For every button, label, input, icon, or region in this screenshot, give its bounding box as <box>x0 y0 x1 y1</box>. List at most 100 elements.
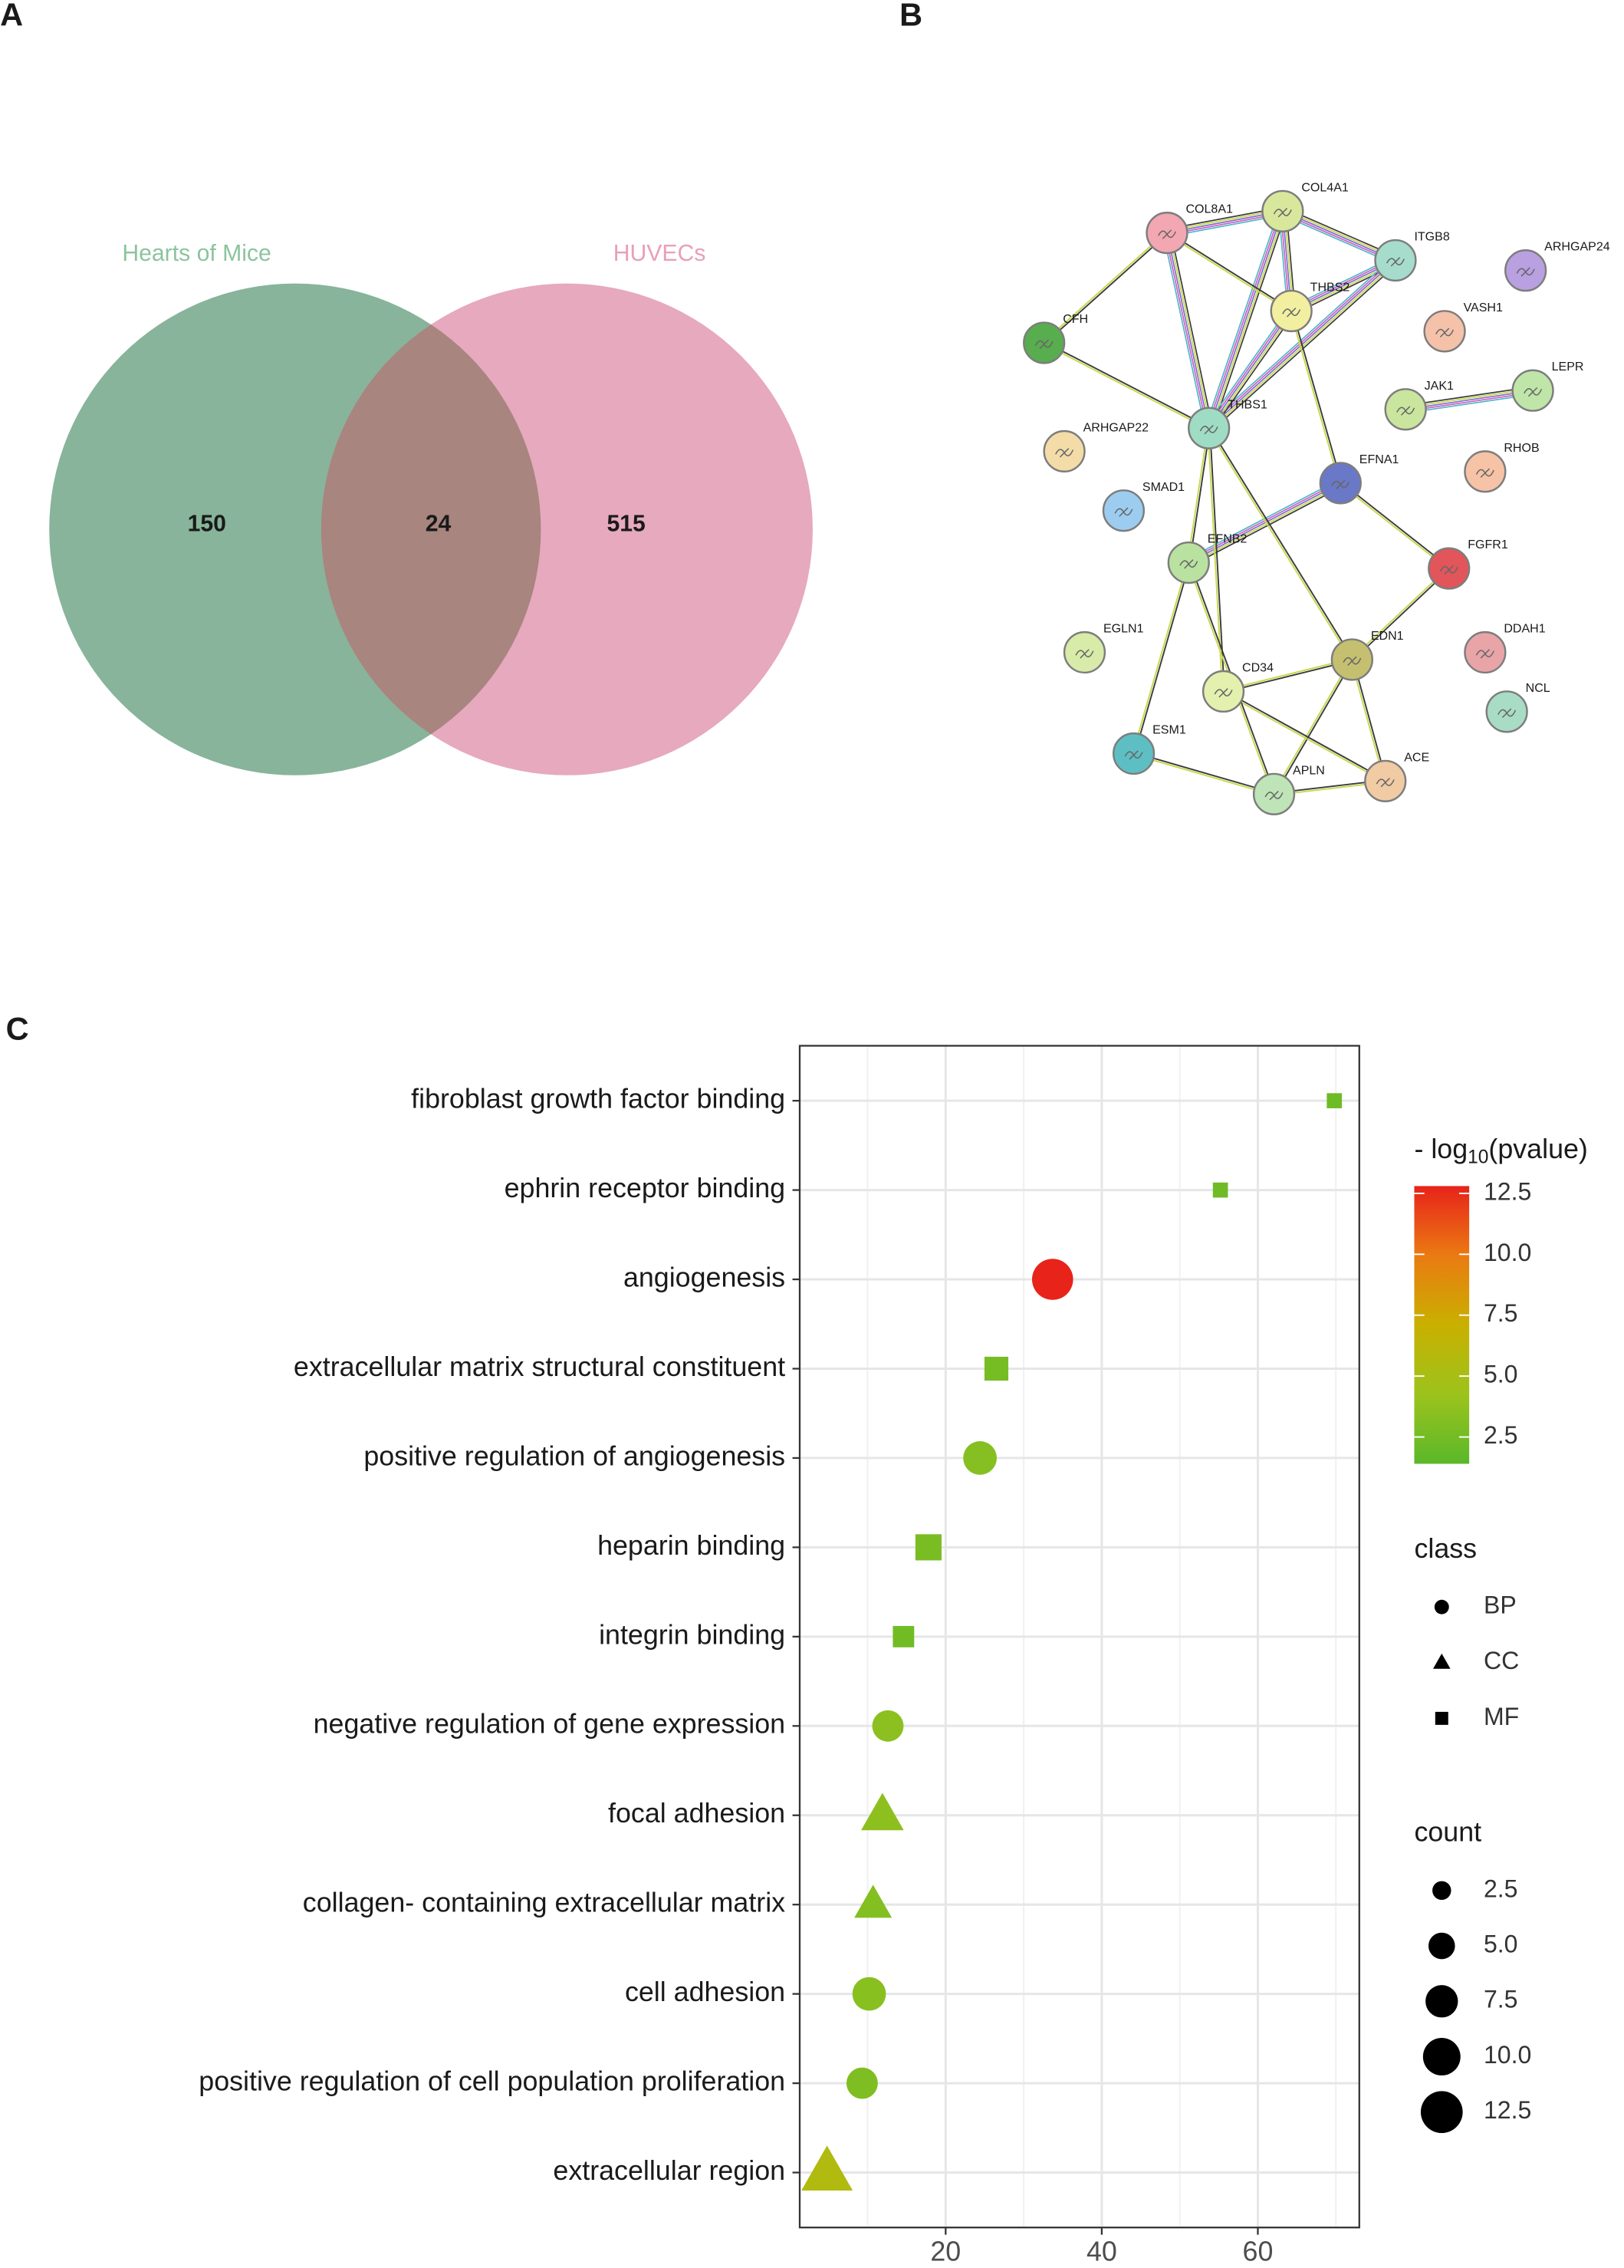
colorbar-label: 10.0 <box>1484 1239 1531 1266</box>
node-label: LEPR <box>1552 360 1584 374</box>
edge <box>1405 393 1534 414</box>
node-structure-icon <box>1179 559 1198 569</box>
node-label: EGLN1 <box>1103 622 1144 636</box>
region-count: 24 <box>426 512 452 537</box>
legend-title: class <box>1414 1533 1477 1564</box>
y-tick-label: negative regulation of gene expression <box>314 1709 785 1740</box>
legend-symbol <box>1432 1653 1451 1669</box>
edge <box>1210 211 1285 430</box>
node-label: NCL <box>1526 681 1550 695</box>
node-label: COL8A1 <box>1185 202 1233 216</box>
dot-plot: 20 40 60 fibroblast growth factor binding ep… <box>199 1045 1588 2267</box>
legend-label: 5.0 <box>1484 1930 1518 1957</box>
edge <box>1405 387 1533 409</box>
region-count: 515 <box>607 512 646 537</box>
node <box>1374 239 1417 282</box>
node-structure-icon <box>1331 479 1350 489</box>
edge <box>1208 427 1354 660</box>
node-structure-icon <box>1124 750 1143 760</box>
node <box>1146 211 1188 255</box>
node-label: ACE <box>1404 750 1429 764</box>
legend-label: 2.5 <box>1484 1875 1518 1902</box>
node <box>1112 732 1156 775</box>
node-structure-icon <box>1386 257 1405 267</box>
region-count: 150 <box>188 512 226 537</box>
overlap-region <box>321 283 541 775</box>
node <box>1063 630 1106 674</box>
y-tick-label: positive regulation of cell population p… <box>199 2066 785 2097</box>
edge <box>1209 428 1225 692</box>
node-structure-icon <box>1199 424 1218 435</box>
node-label: ARHGAP24 <box>1544 240 1610 254</box>
node-label: VASH1 <box>1464 301 1503 314</box>
y-tick-label: ephrin receptor binding <box>505 1173 786 1203</box>
node-structure-icon <box>1075 649 1094 659</box>
edge <box>1206 309 1290 428</box>
node-structure-icon <box>1264 791 1284 801</box>
legend-title-part: - log <box>1414 1134 1468 1165</box>
edge <box>1211 312 1295 431</box>
node <box>1252 772 1296 815</box>
edge <box>1222 657 1353 692</box>
edge <box>1340 482 1451 568</box>
node-structure-icon <box>1282 308 1301 318</box>
legend-title: count <box>1414 1817 1481 1848</box>
edge <box>1133 752 1275 794</box>
node-label: DDAH1 <box>1504 622 1545 636</box>
node-label: CD34 <box>1242 660 1274 674</box>
y-tick-label: angiogenesis <box>623 1262 785 1292</box>
edge <box>1209 311 1294 430</box>
edge <box>1187 427 1209 563</box>
node-structure-icon <box>1396 406 1415 416</box>
colorbar-label: 2.5 <box>1484 1421 1518 1449</box>
colorbar-label: 12.5 <box>1484 1177 1531 1205</box>
point <box>872 1710 904 1742</box>
edge <box>1133 753 1274 796</box>
point <box>915 1534 942 1561</box>
legend-label: BP <box>1484 1592 1517 1619</box>
edge <box>1043 343 1209 430</box>
point <box>893 1625 915 1648</box>
colorbar-label: 7.5 <box>1484 1299 1518 1327</box>
edge <box>1223 690 1386 782</box>
edge <box>1167 231 1293 311</box>
edge <box>1339 483 1449 570</box>
node-label: RHOB <box>1504 441 1539 455</box>
node <box>1330 638 1373 681</box>
node-label: EFNA1 <box>1359 453 1399 466</box>
point <box>1326 1093 1343 1108</box>
edge <box>1211 212 1287 430</box>
legend-size-symbol <box>1422 2038 1461 2075</box>
node-structure-icon <box>1273 208 1292 218</box>
node-structure-icon <box>1376 778 1395 788</box>
node-label: SMAD1 <box>1142 480 1185 494</box>
node-label: EDN1 <box>1371 629 1404 643</box>
legend-label: CC <box>1484 1647 1519 1674</box>
node-label: FGFR1 <box>1468 538 1508 551</box>
edge <box>1133 562 1191 755</box>
edge <box>1132 561 1188 754</box>
point <box>963 1441 997 1475</box>
node <box>1428 547 1471 590</box>
node-structure-icon <box>1055 448 1074 458</box>
edge <box>1274 660 1354 795</box>
point <box>801 2145 853 2191</box>
y-tick-label: focal adhesion <box>608 1798 785 1829</box>
edge <box>1352 568 1451 661</box>
edge <box>1209 261 1398 430</box>
node-label: JAK1 <box>1425 379 1454 393</box>
edge <box>1405 391 1534 412</box>
edge <box>1205 308 1289 426</box>
panel-label: B <box>899 0 922 33</box>
legend-symbol <box>1435 1711 1448 1725</box>
panel-label: A <box>0 0 23 33</box>
node-structure-icon <box>1475 468 1494 478</box>
edge <box>1350 567 1449 660</box>
network: COL8A1 COL4A1 ITGB8 ARHGAP24 THBS2 VASH1 CFH LE… <box>1023 180 1610 815</box>
node-structure-icon <box>1157 229 1176 239</box>
x-tick-label: 20 <box>930 2237 961 2267</box>
legend-title-part: (pvalue) <box>1488 1134 1587 1165</box>
node <box>1384 388 1427 431</box>
legend-label: 10.0 <box>1484 2041 1531 2069</box>
node <box>1319 462 1362 505</box>
